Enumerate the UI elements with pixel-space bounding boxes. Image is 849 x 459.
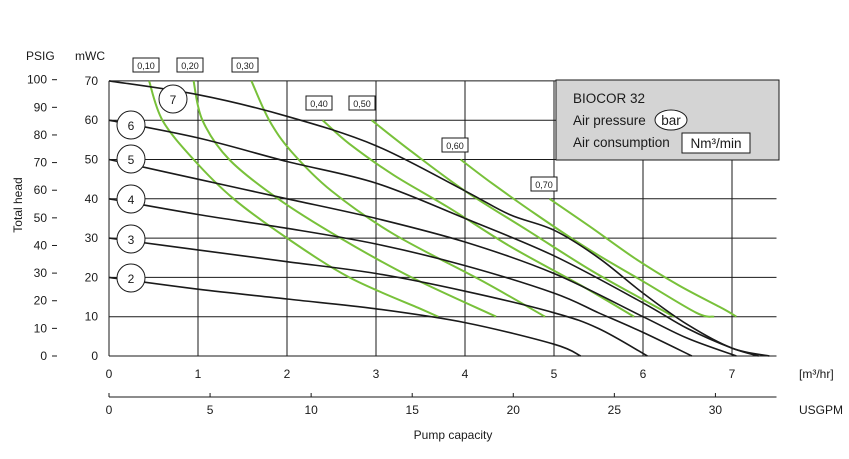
- air-consumption-unit: Nm³/min: [691, 136, 742, 151]
- x-tick-label: 5: [551, 367, 558, 381]
- air-pressure-label: Air pressure: [573, 113, 646, 128]
- air-label-box: [132, 57, 160, 73]
- y-axis-title: Total head: [11, 177, 25, 232]
- air-label-0,30: 0,30: [236, 61, 254, 71]
- axis-ticks: 0 1 2 3 4 5 6 70 5 10 15 20 25 3001020304050607001020…: [27, 73, 777, 417]
- legend-box: BIOCOR 32 Air pressure bar Air consumpti…: [555, 79, 780, 161]
- air-curve-0,50: [370, 119, 675, 318]
- psig-tick-label: 60: [34, 183, 48, 197]
- air-label-box: [231, 57, 259, 73]
- usgpm-tick-label: 20: [507, 403, 521, 417]
- air-label-0,10: 0,10: [137, 61, 155, 71]
- air-label-box: [441, 137, 469, 153]
- psig-tick-label: 30: [34, 266, 48, 280]
- pressure-curve-5: [108, 158, 737, 357]
- x-tick-label: 2: [284, 367, 291, 381]
- air-consumption-label: Air consumption: [573, 135, 670, 150]
- pressure-curve-3: [108, 237, 648, 357]
- air-label-0,70: 0,70: [535, 180, 553, 190]
- psig-tick-label: 100: [27, 73, 47, 87]
- usgpm-tick-label: 15: [406, 403, 420, 417]
- x-tick-label: 4: [462, 367, 469, 381]
- mwc-tick-label: 50: [85, 153, 99, 167]
- air-curve-0,60: [459, 158, 715, 318]
- legend-title: BIOCOR 32: [573, 91, 645, 106]
- air-label-box: [305, 95, 333, 111]
- pressure-curve-2: [108, 276, 582, 357]
- air-label-box: [530, 176, 558, 192]
- curve-markers: 7 6 5 4 3 2: [116, 84, 188, 293]
- x-axis-title: Pump capacity: [414, 428, 493, 442]
- pressure-marker: [158, 84, 188, 114]
- pressure-label-2: 2: [128, 272, 135, 286]
- usgpm-tick-label: 5: [207, 403, 214, 417]
- pressure-marker: [116, 144, 146, 174]
- air-label-0,40: 0,40: [310, 99, 328, 109]
- pressure-marker: [116, 224, 146, 254]
- pressure-marker: [116, 263, 146, 293]
- usgpm-tick-label: 25: [608, 403, 622, 417]
- air-label-box: [176, 57, 204, 73]
- air-label-box: [348, 95, 376, 111]
- x-tick-label: 3: [373, 367, 380, 381]
- air-label-0,50: 0,50: [353, 99, 371, 109]
- pressure-curve-4: [108, 198, 693, 357]
- x-unit-secondary: USGPM: [799, 403, 843, 417]
- air-pressure-unit: bar: [661, 113, 681, 128]
- mwc-tick-label: 0: [91, 349, 98, 363]
- x-tick-label: 1: [195, 367, 202, 381]
- pressure-marker: [116, 184, 146, 214]
- air-consumption-curves: [148, 80, 737, 318]
- psig-tick-label: 40: [34, 238, 48, 252]
- x-tick-label: 6: [640, 367, 647, 381]
- x-unit-primary: [m³/hr]: [799, 367, 834, 381]
- pressure-curve-6: [108, 119, 759, 357]
- air-pressure-curves: [108, 80, 770, 357]
- psig-unit-label: PSIG: [26, 49, 55, 63]
- mwc-unit-label: mWC: [75, 49, 105, 63]
- pressure-curve-7: [108, 80, 770, 357]
- usgpm-tick-label: 10: [304, 403, 318, 417]
- psig-tick-label: 70: [34, 156, 48, 170]
- pressure-label-4: 4: [128, 193, 135, 207]
- psig-tick-label: 20: [34, 294, 48, 308]
- mwc-tick-label: 10: [85, 310, 99, 324]
- pressure-label-5: 5: [128, 153, 135, 167]
- mwc-tick-label: 60: [85, 113, 99, 127]
- x-tick-label: 0: [106, 367, 113, 381]
- air-label-0,60: 0,60: [446, 141, 464, 151]
- psig-tick-label: 90: [34, 100, 48, 114]
- pressure-label-6: 6: [128, 119, 135, 133]
- mwc-tick-label: 40: [85, 192, 99, 206]
- mwc-tick-label: 20: [85, 270, 99, 284]
- psig-tick-label: 10: [34, 321, 48, 335]
- psig-tick-label: 50: [34, 211, 48, 225]
- air-label-0,20: 0,20: [181, 61, 199, 71]
- pressure-label-3: 3: [128, 233, 135, 247]
- air-curve-0,20: [192, 80, 497, 318]
- air-labels: 0,10 0,20 0,30 0,40 0,50 0,60 0,70: [132, 57, 558, 192]
- mwc-tick-label: 30: [85, 231, 99, 245]
- air-curve-0,30: [250, 80, 546, 318]
- mwc-tick-label: 70: [85, 74, 99, 88]
- air-curve-0,70: [548, 197, 737, 318]
- psig-tick-label: 0: [40, 349, 47, 363]
- pressure-marker: [116, 110, 146, 140]
- psig-tick-label: 80: [34, 128, 48, 142]
- pressure-label-7: 7: [170, 93, 177, 107]
- usgpm-tick-label: 30: [709, 403, 723, 417]
- x-tick-label: 7: [729, 367, 736, 381]
- usgpm-tick-label: 0: [106, 403, 113, 417]
- air-curve-0,10: [148, 80, 439, 318]
